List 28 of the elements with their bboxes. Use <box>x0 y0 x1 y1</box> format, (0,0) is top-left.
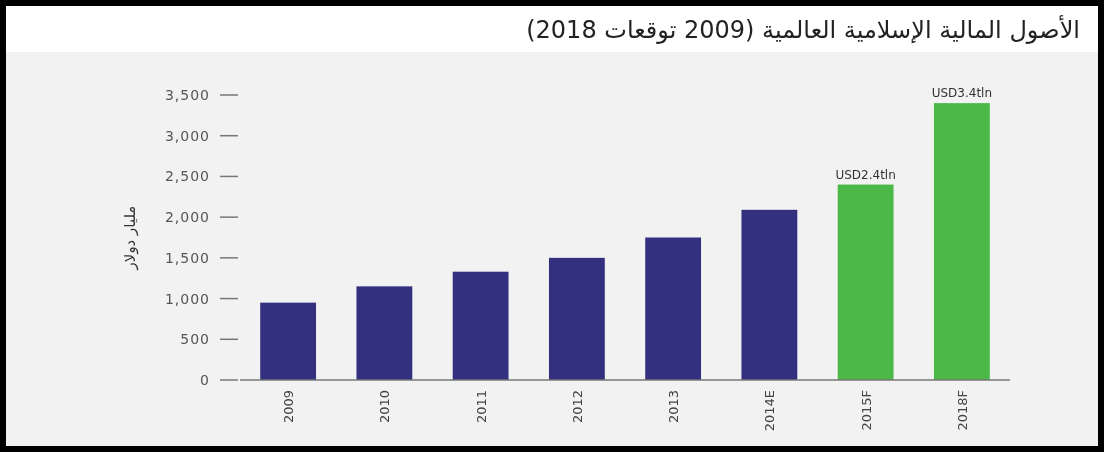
y-tick-label: 500 <box>180 331 210 348</box>
bar <box>260 302 317 380</box>
data-label: USD2.4tln <box>835 167 896 182</box>
x-tick-label: 2010 <box>377 390 393 424</box>
bar <box>933 103 990 380</box>
y-axis-title: مليار دولار <box>121 205 139 271</box>
bar <box>452 271 509 380</box>
x-tick-label: 2011 <box>473 390 489 424</box>
y-tick-label: 2,000 <box>164 209 210 226</box>
y-tick-label: 1,500 <box>164 249 210 266</box>
bar <box>837 184 894 380</box>
x-tick-label: 2013 <box>666 390 682 424</box>
x-tick-label: 2012 <box>569 390 585 424</box>
y-tick-label: 3,500 <box>164 87 210 103</box>
chart-title: الأصول المالية الإسلامية العالمية (2009 توقعات 2018) <box>526 15 1080 44</box>
bar <box>548 257 605 380</box>
bar <box>645 237 702 380</box>
bar <box>741 209 798 380</box>
y-tick-label: 2,500 <box>164 168 210 185</box>
bar <box>356 286 413 380</box>
x-tick-label: 2015F <box>858 390 874 431</box>
data-label: USD3.4tln <box>931 86 993 101</box>
x-tick-label: 2014E <box>762 390 778 432</box>
y-tick-label: 3,000 <box>164 127 210 144</box>
y-tick-label: 0 <box>200 372 210 388</box>
x-tick-label: 2009 <box>281 390 297 424</box>
y-tick-label: 1,000 <box>164 290 210 307</box>
x-tick-label: 2018F <box>954 390 970 431</box>
